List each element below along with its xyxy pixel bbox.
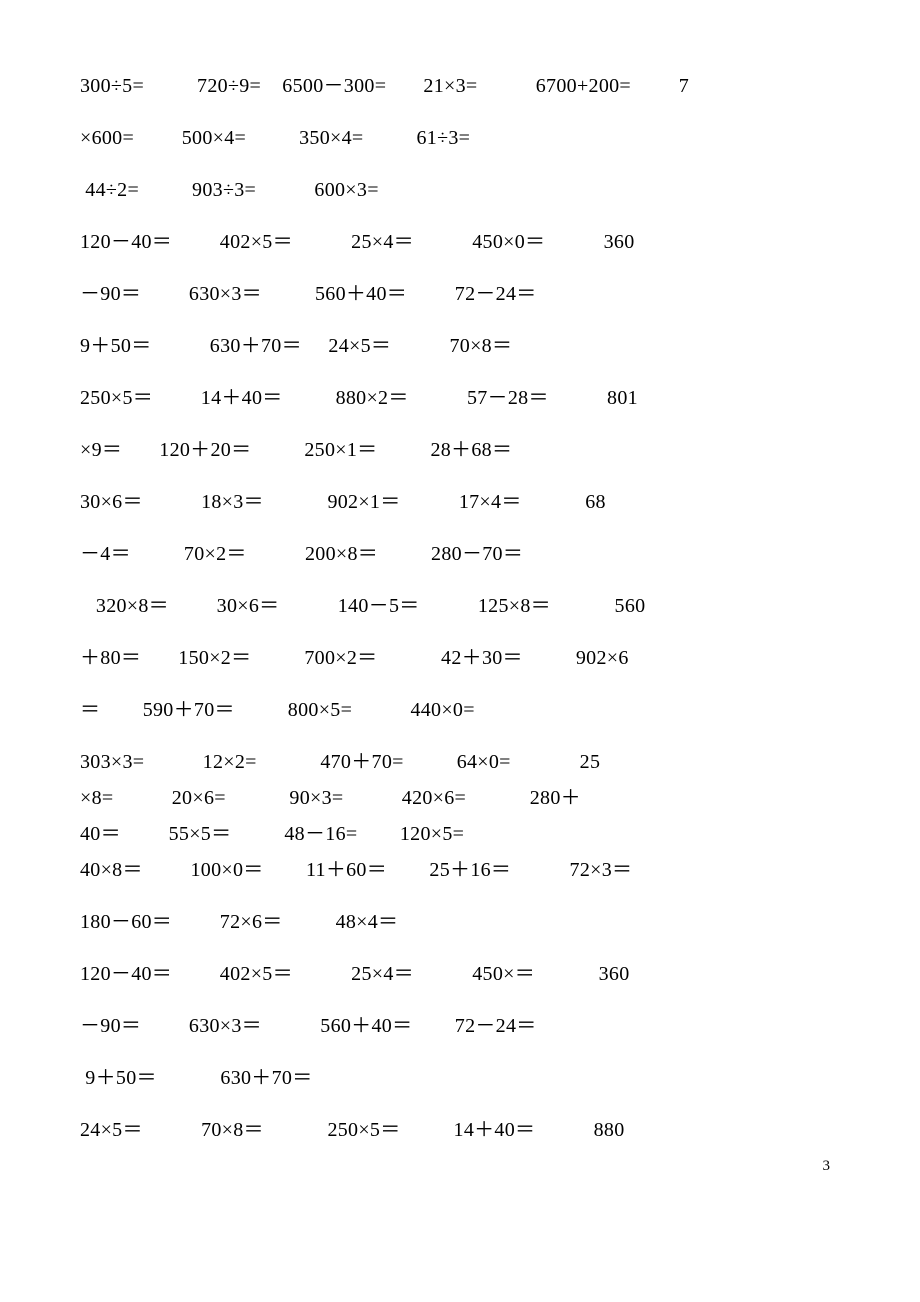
equation-line: 120－40＝ 402×5＝ 25×4＝ 450×＝ 360: [80, 964, 840, 984]
equation-line: ＝ 590＋70＝ 800×5= 440×0=: [80, 700, 840, 720]
equation-line: ×9＝ 120＋20＝ 250×1＝ 28＋68＝: [80, 440, 840, 460]
equation-line: 24×5＝ 70×8＝ 250×5＝ 14＋40＝ 880: [80, 1120, 840, 1140]
equation-line: ×600= 500×4= 350×4= 61÷3=: [80, 128, 840, 148]
equation-line: 40＝ 55×5＝ 48－16= 120×5=: [80, 824, 840, 844]
equation-line: 303×3= 12×2= 470＋70= 64×0= 25: [80, 752, 840, 772]
equation-line: －90＝ 630×3＝ 560＋40＝ 72－24＝: [80, 1016, 840, 1036]
equation-line: －4＝ 70×2＝ 200×8＝ 280－70＝: [80, 544, 840, 564]
equation-line: ×8= 20×6= 90×3= 420×6= 280＋: [80, 788, 840, 808]
equation-line: －90＝ 630×3＝ 560＋40＝ 72－24＝: [80, 284, 840, 304]
equation-line: 300÷5= 720÷9= 6500－300= 21×3= 6700+200= …: [80, 76, 840, 96]
equation-line: 9＋50＝ 630＋70＝ 24×5＝ 70×8＝: [80, 336, 840, 356]
equation-line: 250×5＝ 14＋40＝ 880×2＝ 57－28＝ 801: [80, 388, 840, 408]
equation-line: 180－60＝ 72×6＝ 48×4＝: [80, 912, 840, 932]
equation-line: 30×6＝ 18×3＝ 902×1＝ 17×4＝ 68: [80, 492, 840, 512]
page-number: 3: [80, 1158, 840, 1175]
lines-container: 300÷5= 720÷9= 6500－300= 21×3= 6700+200= …: [80, 76, 840, 1140]
equation-line: ＋80＝ 150×2＝ 700×2＝ 42＋30＝ 902×6: [80, 648, 840, 668]
equation-line: 40×8＝ 100×0＝ 11＋60＝ 25＋16＝ 72×3＝: [80, 860, 840, 880]
equation-line: 320×8＝ 30×6＝ 140－5＝ 125×8＝ 560: [80, 596, 840, 616]
equation-line: 120－40＝ 402×5＝ 25×4＝ 450×0＝ 360: [80, 232, 840, 252]
equation-line: 44÷2= 903÷3= 600×3=: [80, 180, 840, 200]
equation-line: 9＋50＝ 630＋70＝: [80, 1068, 840, 1088]
worksheet-page: 300÷5= 720÷9= 6500－300= 21×3= 6700+200= …: [0, 0, 920, 1215]
